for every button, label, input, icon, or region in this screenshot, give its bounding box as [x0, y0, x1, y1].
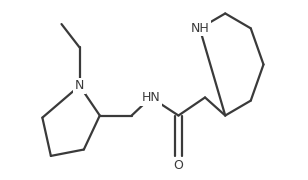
Text: NH: NH	[190, 22, 209, 35]
Text: N: N	[75, 79, 84, 92]
Text: O: O	[173, 159, 183, 172]
Text: HN: HN	[141, 91, 160, 104]
